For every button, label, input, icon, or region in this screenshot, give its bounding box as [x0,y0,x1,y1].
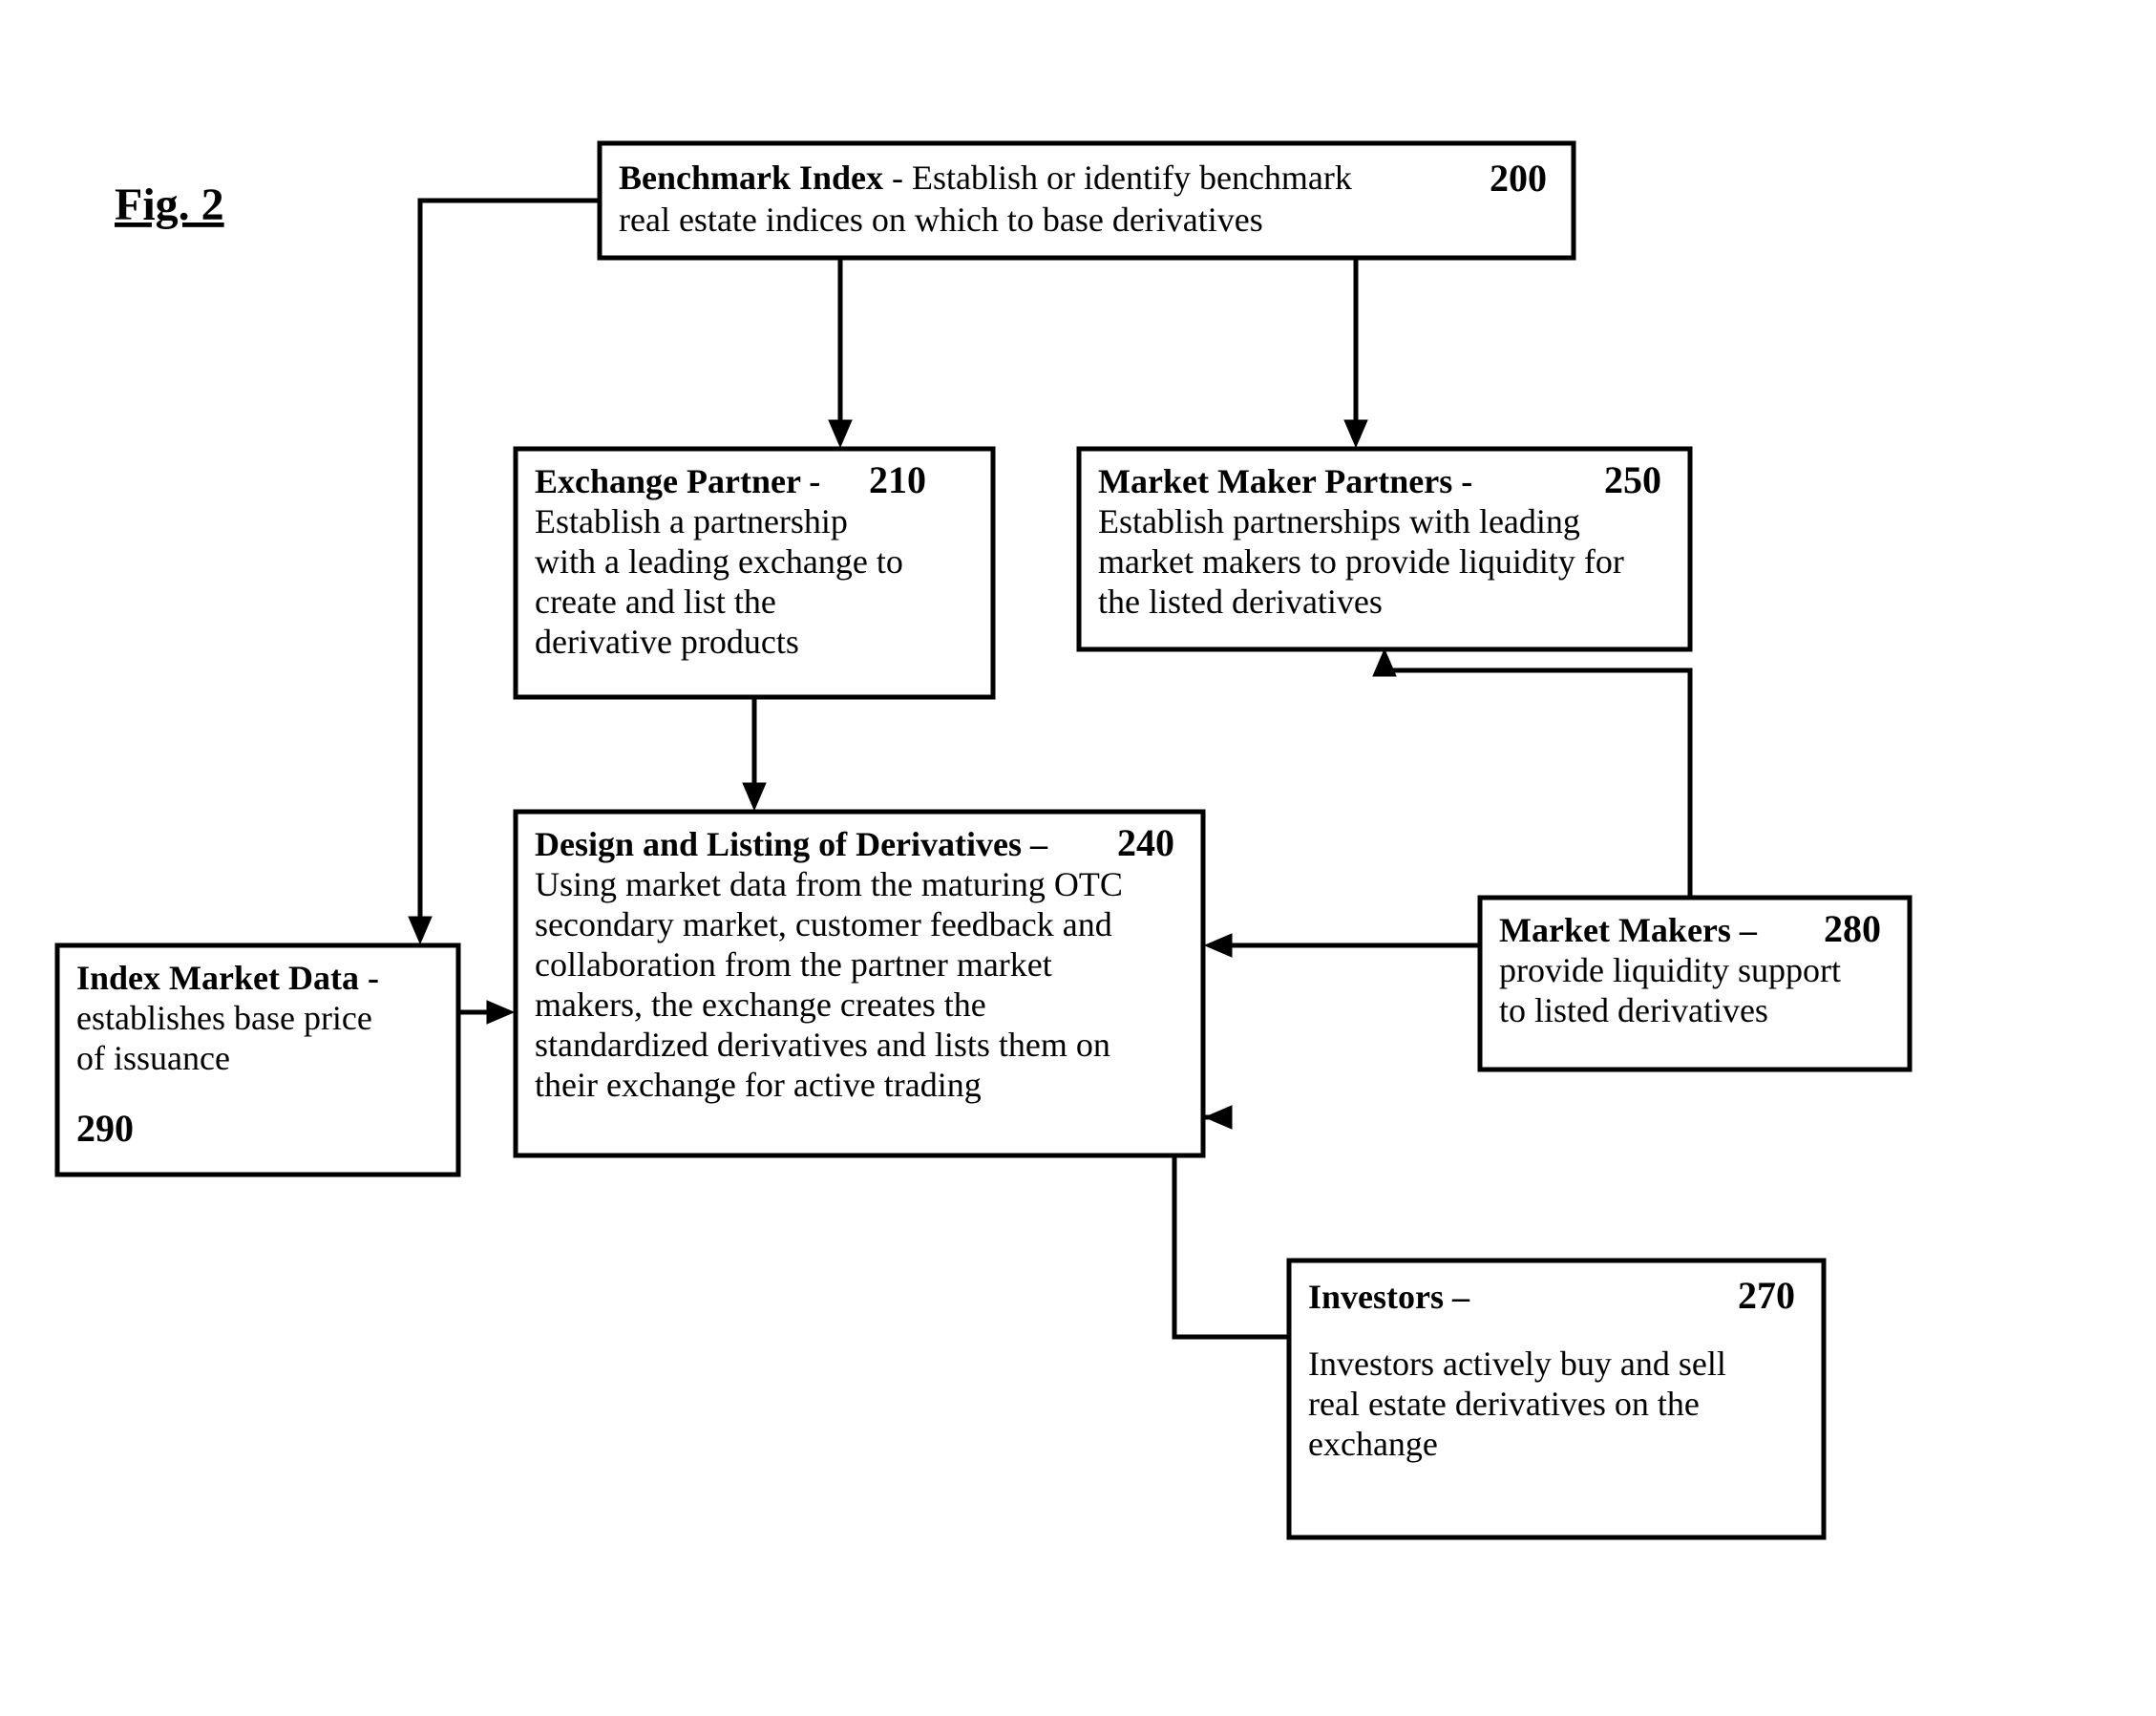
svg-text:Index Market Data -: Index Market Data - [76,959,379,997]
node-240-number: 240 [1117,821,1174,864]
node-240-design-listing-derivatives: Design and Listing of Derivatives – 240 … [516,812,1203,1155]
node-280-market-makers: Market Makers – 280 provide liquidity su… [1480,898,1910,1070]
node-270-investors: Investors – 270 Investors actively buy a… [1289,1261,1824,1537]
svg-text:Investors –: Investors – [1308,1278,1470,1316]
svg-text:makers, the exchange creates t: makers, the exchange creates the [535,985,986,1024]
svg-text:Design and Listing of Derivati: Design and Listing of Derivatives – [535,825,1048,863]
node-210-number: 210 [869,458,926,501]
node-270-number: 270 [1738,1274,1795,1317]
svg-text:Benchmark Index - Establish or: Benchmark Index - Establish or identify … [619,159,1352,197]
svg-text:standardized derivatives and l: standardized derivatives and lists them … [535,1026,1110,1064]
edge-200-to-210 [829,258,852,447]
node-200-number: 200 [1490,157,1547,200]
svg-text:establishes base price: establishes base price [76,999,372,1037]
svg-text:provide liquidity support: provide liquidity support [1499,951,1841,989]
flowchart-diagram: Fig. 2 Benchmark Index - Est [0,0,2156,1716]
svg-text:Market Makers –: Market Makers – [1499,911,1758,949]
svg-text:Exchange Partner -: Exchange Partner - [535,462,820,500]
svg-text:collaboration from the partner: collaboration from the partner market [535,945,1052,984]
node-290-number: 290 [76,1107,134,1150]
svg-text:secondary market, customer fee: secondary market, customer feedback and [535,905,1112,943]
svg-text:of issuance: of issuance [76,1039,230,1077]
edge-290-to-240 [458,1001,514,1024]
svg-text:Market Maker Partners -: Market Maker Partners - [1098,462,1472,500]
svg-text:with a leading exchange to: with a leading exchange to [535,542,903,581]
edge-200-to-250 [1344,258,1367,447]
svg-text:Using market data from the mat: Using market data from the maturing OTC [535,865,1123,903]
edge-280-to-250 [1373,649,1690,898]
node-210-exchange-partner: Exchange Partner - 210 Establish a partn… [516,449,993,697]
svg-text:derivative products: derivative products [535,623,799,661]
svg-text:Investors actively buy and sel: Investors actively buy and sell [1308,1345,1726,1383]
svg-text:real estate derivatives on the: real estate derivatives on the [1308,1385,1700,1423]
svg-text:Establish a partnership: Establish a partnership [535,502,848,540]
edge-280-to-240 [1205,934,1480,957]
node-200-benchmark-index: Benchmark Index - Establish or identify … [600,143,1574,258]
svg-text:real estate indices on which t: real estate indices on which to base der… [619,201,1263,239]
svg-text:Establish partnerships with le: Establish partnerships with leading [1098,502,1580,540]
edge-210-to-240 [743,697,766,810]
svg-text:exchange: exchange [1308,1425,1438,1463]
node-290-index-market-data: Index Market Data - establishes base pri… [57,945,458,1175]
figure-label: Fig. 2 [115,180,224,230]
node-280-number: 280 [1824,907,1881,950]
svg-text:the listed derivatives: the listed derivatives [1098,583,1383,621]
svg-text:their exchange for active trad: their exchange for active trading [535,1066,982,1104]
svg-text:market makers to provide liqui: market makers to provide liquidity for [1098,542,1624,581]
svg-text:create and list the: create and list the [535,583,776,621]
svg-text:to listed derivatives: to listed derivatives [1499,991,1768,1029]
node-250-market-maker-partners: Market Maker Partners - 250 Establish pa… [1079,449,1690,649]
node-250-number: 250 [1604,458,1661,501]
